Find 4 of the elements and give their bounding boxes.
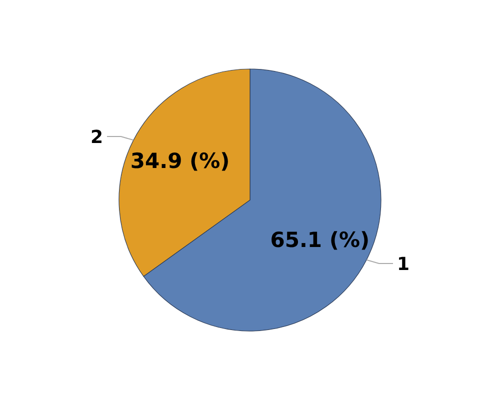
- slice-label: 1: [396, 254, 410, 275]
- data-label: 65.1 (%): [270, 228, 370, 252]
- slice-label: 2: [90, 126, 104, 148]
- data-label: 34.9 (%): [130, 148, 230, 173]
